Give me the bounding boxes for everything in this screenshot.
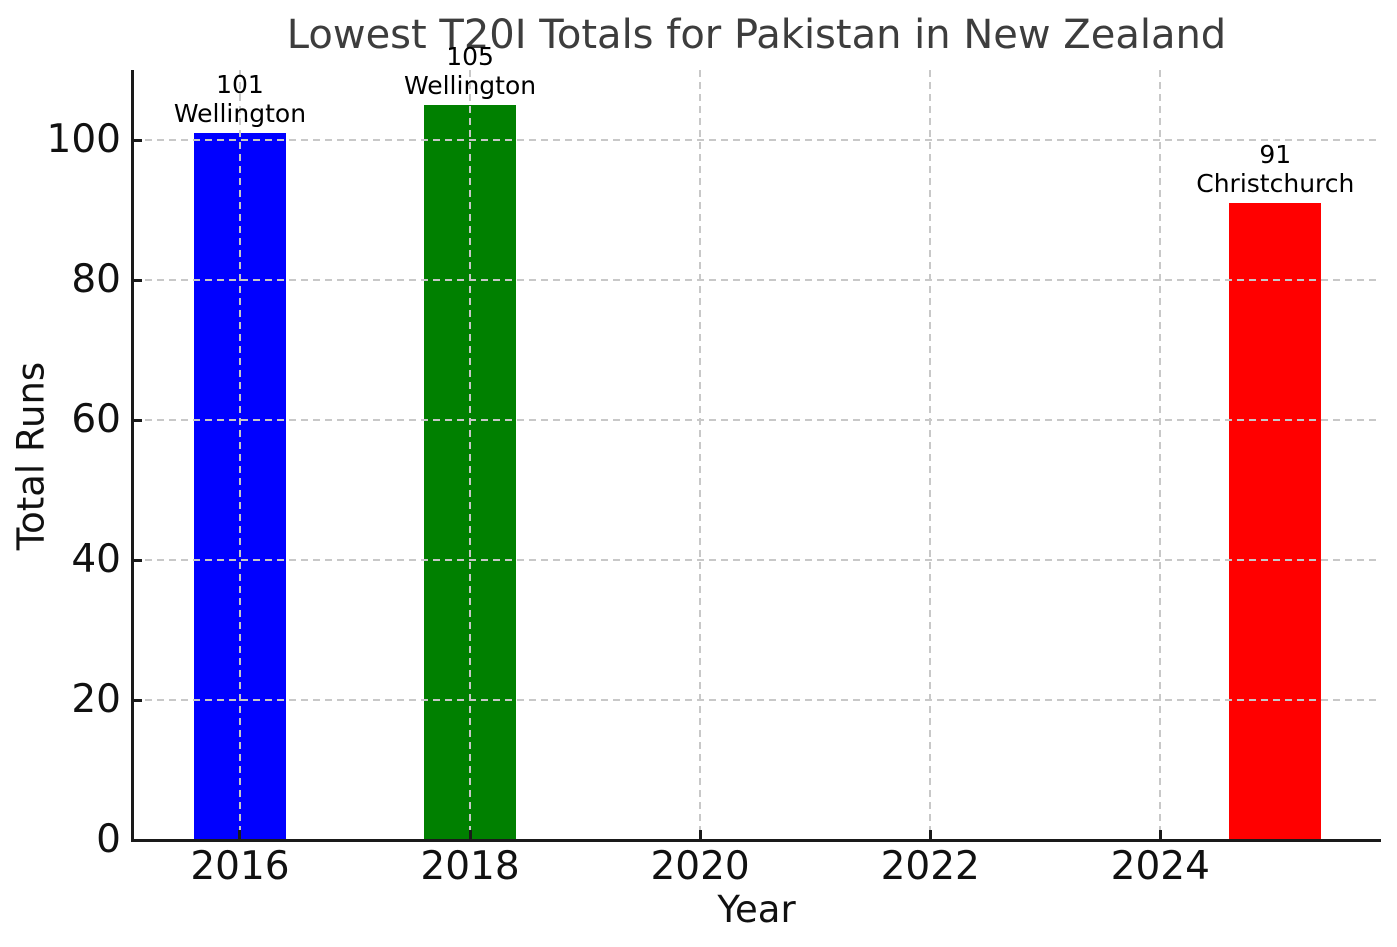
y-tick-mark-40 <box>133 558 142 562</box>
x-tick-mark-2020 <box>698 830 702 839</box>
y-tick-mark-20 <box>133 698 142 702</box>
y-tick-label-80: 80 <box>71 257 121 302</box>
x-axis-spine <box>131 839 1381 842</box>
y-tick-mark-100 <box>133 138 142 142</box>
y-tick-mark-60 <box>133 418 142 422</box>
x-tick-label-2020: 2020 <box>650 844 750 889</box>
y-tick-mark-80 <box>133 278 142 282</box>
bar-venue-label: Wellington <box>173 99 307 128</box>
bar-value-label: 101 <box>216 70 264 99</box>
gridline-y-40 <box>133 559 1380 561</box>
bar-venue-label: Wellington <box>403 71 537 100</box>
x-tick-label-2018: 2018 <box>420 844 520 889</box>
gridline-y-20 <box>133 699 1380 701</box>
y-axis-label: Total Runs <box>9 361 53 551</box>
y-tick-label-40: 40 <box>71 537 121 582</box>
x-tick-label-2022: 2022 <box>880 844 980 889</box>
gridline-y-100 <box>133 139 1380 141</box>
x-tick-mark-2022 <box>928 830 932 839</box>
x-tick-mark-2018 <box>468 830 472 839</box>
gridline-y-60 <box>133 419 1380 421</box>
x-tick-mark-2024 <box>1158 830 1162 839</box>
bar-annotation-2025: 91 Christchurch <box>1105 140 1397 198</box>
gridline-x-2020 <box>699 70 702 840</box>
bar-value-label: 105 <box>446 42 494 71</box>
y-tick-label-60: 60 <box>71 397 121 442</box>
bar-venue-label: Christchurch <box>1196 169 1355 198</box>
x-axis-label: Year <box>717 888 796 931</box>
y-tick-label-0: 0 <box>96 817 121 862</box>
bar-annotation-2018: 105 Wellington <box>300 42 640 100</box>
y-axis-spine <box>131 70 134 842</box>
y-tick-label-100: 100 <box>46 117 121 162</box>
gridline-x-2024 <box>1159 70 1162 840</box>
gridline-x-2018 <box>469 70 472 840</box>
bar-2025 <box>1229 203 1322 840</box>
gridline-x-2022 <box>929 70 932 840</box>
bar-value-label: 91 <box>1259 140 1292 169</box>
gridline-y-80 <box>133 279 1380 281</box>
y-tick-label-20: 20 <box>71 677 121 722</box>
x-tick-label-2024: 2024 <box>1110 844 1210 889</box>
x-tick-mark-2016 <box>238 830 242 839</box>
bar-annotation-2016: 101 Wellington <box>70 70 410 128</box>
gridline-x-2016 <box>238 70 241 840</box>
x-tick-label-2016: 2016 <box>190 844 290 889</box>
chart-title: Lowest T20I Totals for Pakistan in New Z… <box>286 12 1227 58</box>
plot-area: 101 Wellington 105 Wellington 91 Christchurch… <box>47 42 1381 887</box>
